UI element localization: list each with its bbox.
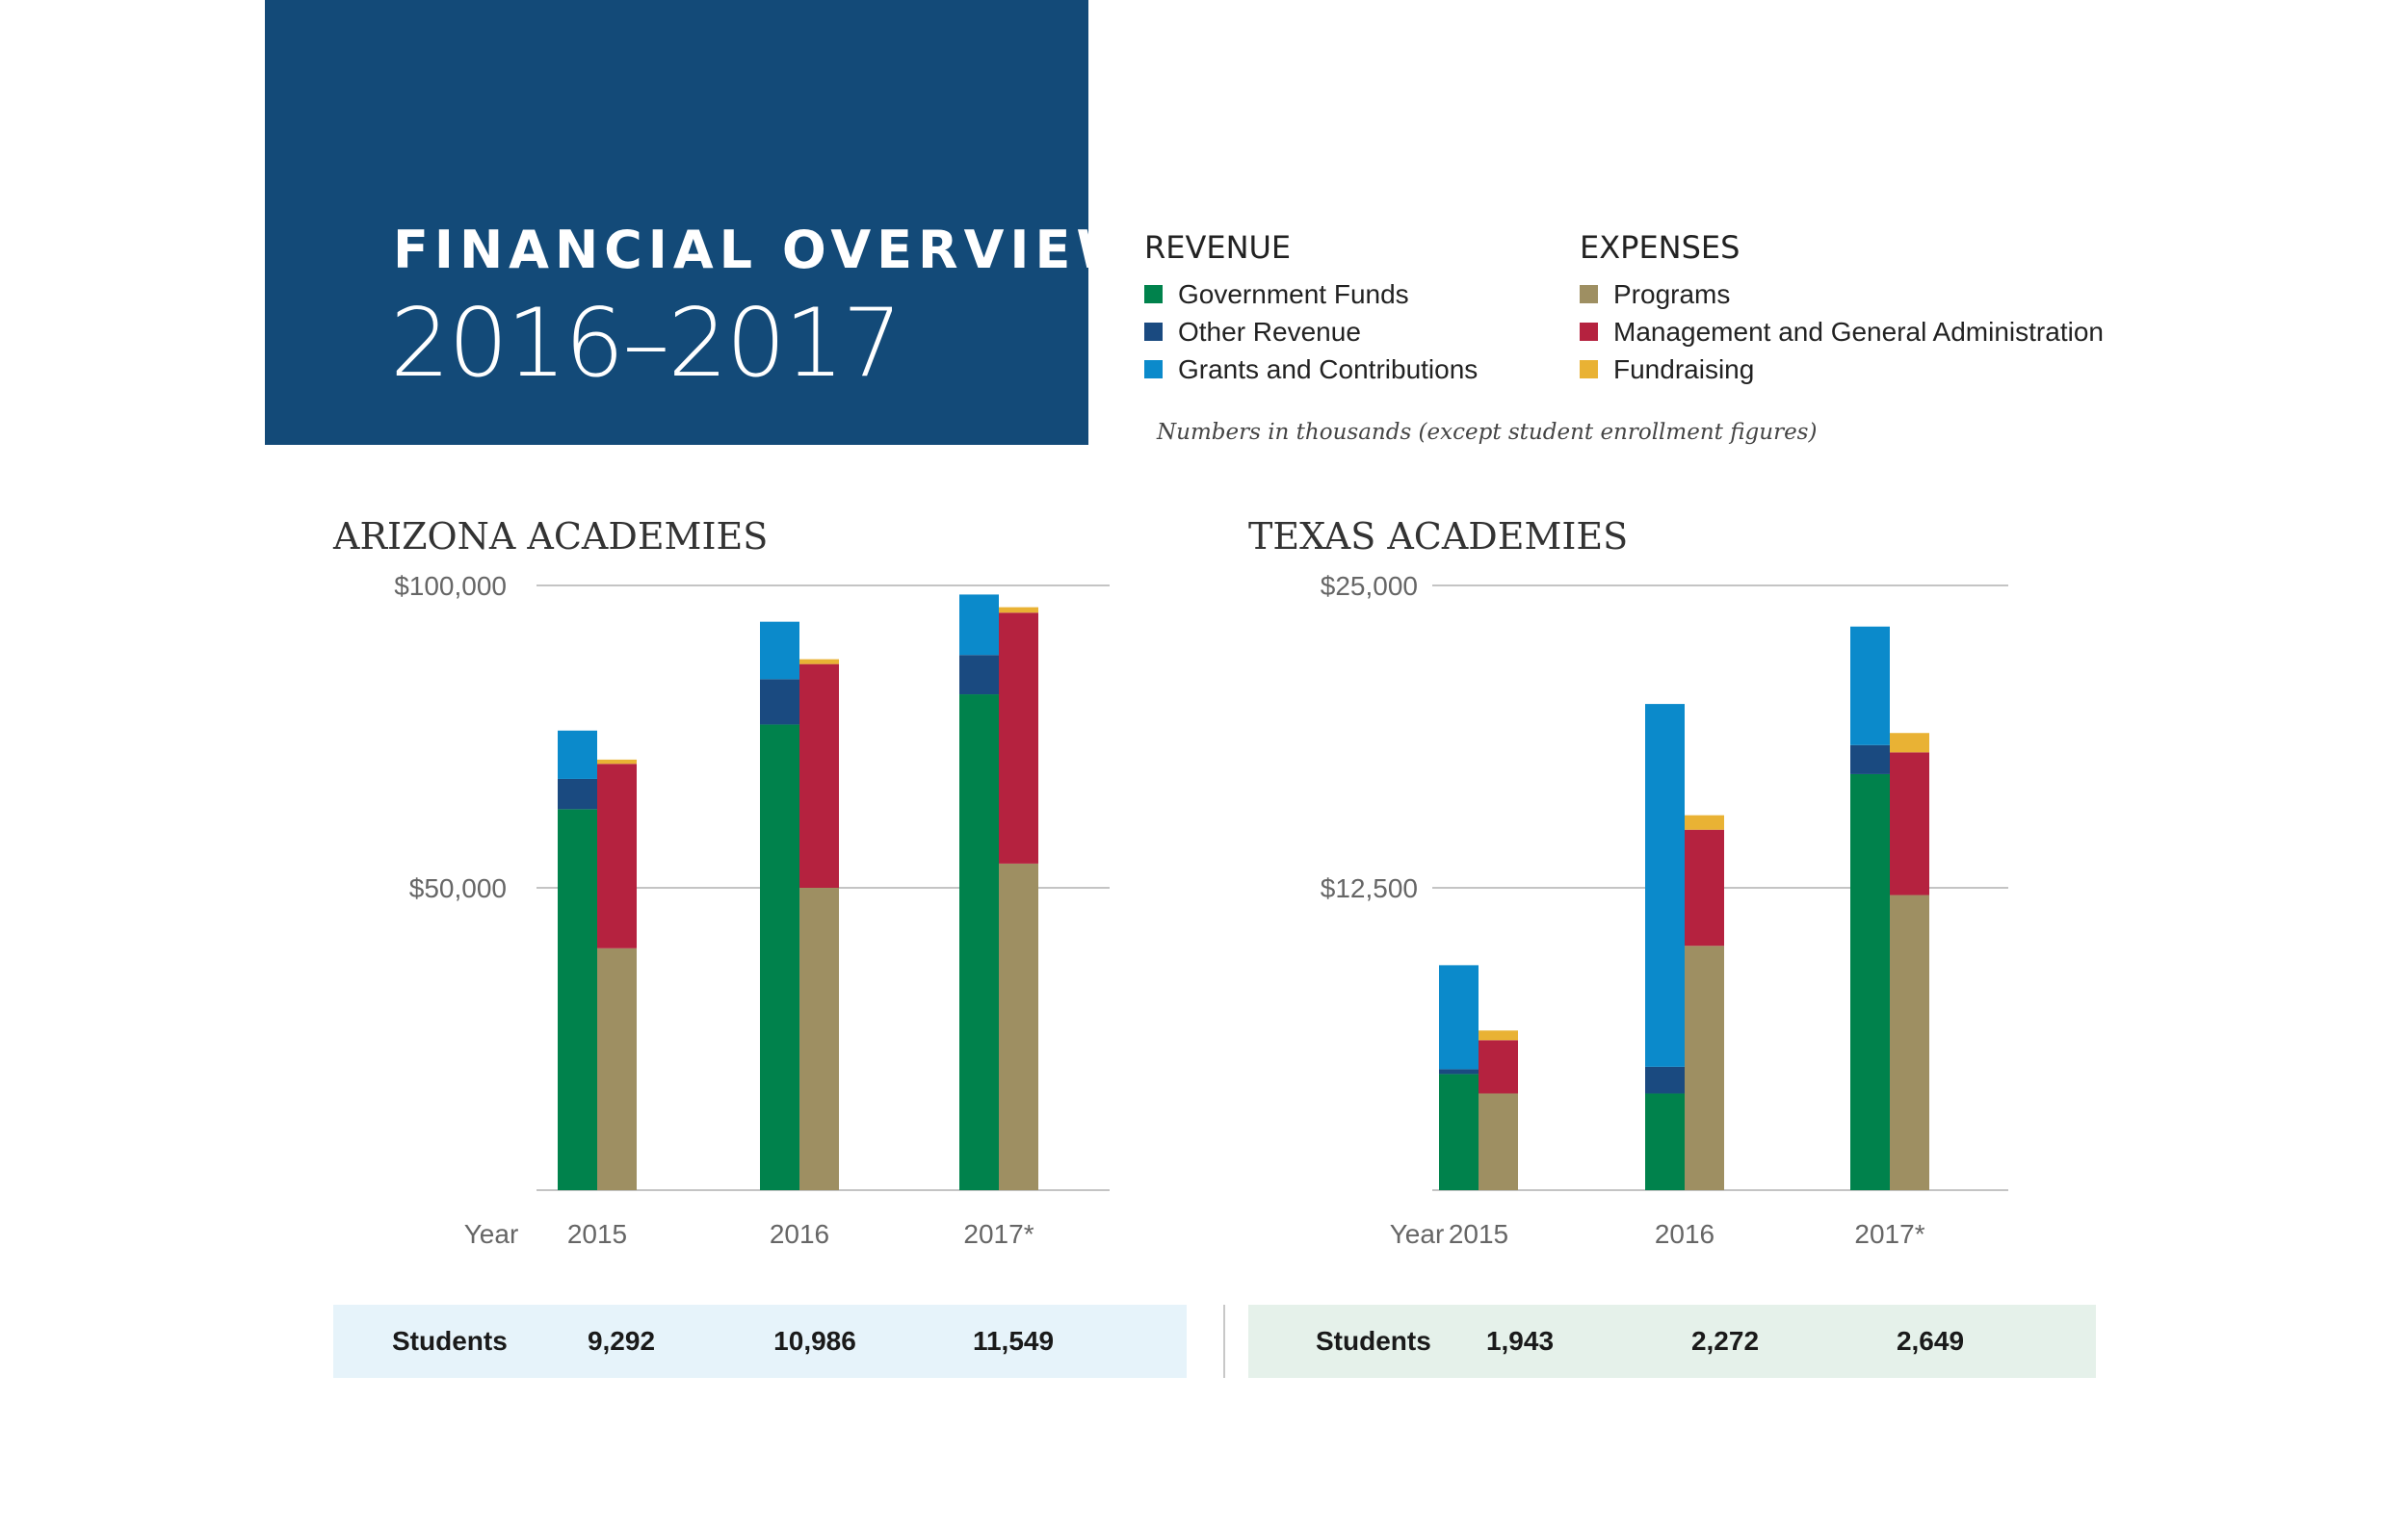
students-2015: 1,943 (1485, 1326, 1555, 1356)
expense-bar-fundraising-2016 (799, 659, 839, 664)
x-axis-label: Year (464, 1219, 519, 1249)
expense-bar-fundraising-2017 (1890, 733, 1929, 753)
revenue-bar-government-funds-2016 (760, 724, 799, 1190)
band-divider (1223, 1305, 1225, 1378)
y-tick-label: $50,000 (409, 873, 507, 903)
y-tick-label: $12,500 (1321, 873, 1418, 903)
legend-label: Government Funds (1178, 278, 1409, 309)
page-title: FINANCIAL OVERVIEW (393, 220, 1139, 280)
y-tick-label: $100,000 (394, 571, 507, 601)
revenue-bar-other-revenue-2017 (1850, 744, 1890, 774)
students-2016: 10,986 (773, 1326, 856, 1356)
students-2017: 2,649 (1896, 1326, 1965, 1356)
x-tick-label: 2015 (1449, 1219, 1508, 1249)
expense-bar-management-and-general-administration-2015 (1479, 1040, 1518, 1094)
arizona-students-band: Students 9,292 10,986 11,549 (333, 1305, 1187, 1378)
revenue-bar-grants-and-contributions-2015 (558, 730, 597, 779)
legend-item-other-revenue: Other Revenue (1144, 313, 1478, 351)
x-tick-label: 2016 (770, 1219, 829, 1249)
revenue-bar-government-funds-2017 (959, 694, 999, 1190)
revenue-bar-other-revenue-2016 (760, 679, 799, 725)
x-tick-label: 2015 (567, 1219, 627, 1249)
students-label: Students (392, 1326, 508, 1356)
page-years: 2016–2017 (390, 289, 903, 399)
revenue-bar-government-funds-2015 (1439, 1074, 1479, 1190)
expense-bar-fundraising-2015 (597, 759, 637, 765)
revenue-bar-government-funds-2016 (1645, 1093, 1685, 1190)
revenue-bar-other-revenue-2015 (558, 778, 597, 810)
x-axis-label: Year (1390, 1219, 1445, 1249)
legend-item-management: Management and General Administration (1580, 313, 2104, 351)
legend-swatch (1144, 323, 1163, 341)
expense-bar-programs-2017 (1890, 895, 1929, 1190)
expense-bar-management-and-general-administration-2017 (999, 612, 1038, 864)
expense-bar-programs-2016 (799, 888, 839, 1190)
legend-label: Management and General Administration (1613, 316, 2104, 347)
expense-bar-programs-2016 (1685, 946, 1724, 1190)
expense-bar-programs-2015 (597, 948, 637, 1190)
y-tick-label: $25,000 (1321, 571, 1418, 601)
expenses-legend-heading: EXPENSES (1580, 229, 1741, 266)
revenue-bar-grants-and-contributions-2015 (1439, 965, 1479, 1070)
revenue-bar-other-revenue-2015 (1439, 1069, 1479, 1075)
students-2017: 11,549 (972, 1326, 1055, 1356)
expense-bar-fundraising-2015 (1479, 1030, 1518, 1041)
x-tick-label: 2016 (1655, 1219, 1714, 1249)
texas-students-band: Students 1,943 2,272 2,649 (1248, 1305, 2096, 1378)
expense-bar-management-and-general-administration-2015 (597, 764, 637, 948)
expense-bar-management-and-general-administration-2016 (1685, 829, 1724, 947)
legend-swatch (1144, 360, 1163, 378)
legend-swatch (1144, 285, 1163, 303)
header-box: FINANCIAL OVERVIEW 2016–2017 (265, 0, 1134, 445)
legend-item-government-funds: Government Funds (1144, 275, 1478, 313)
expense-bar-management-and-general-administration-2017 (1890, 752, 1929, 896)
expense-bar-fundraising-2016 (1685, 815, 1724, 830)
revenue-bar-government-funds-2015 (558, 809, 597, 1190)
x-tick-label: 2017* (963, 1219, 1034, 1249)
legend-label: Fundraising (1613, 353, 1755, 384)
revenue-bar-other-revenue-2017 (959, 655, 999, 695)
revenue-bar-grants-and-contributions-2017 (1850, 626, 1890, 745)
expense-bar-programs-2017 (999, 863, 1038, 1190)
legend-label: Grants and Contributions (1178, 353, 1479, 384)
expenses-legend: EXPENSES Programs Management and General… (1580, 229, 2104, 388)
legend-swatch (1580, 285, 1598, 303)
legend-item-grants: Grants and Contributions (1144, 351, 1478, 388)
students-label: Students (1316, 1326, 1431, 1356)
revenue-bar-other-revenue-2016 (1645, 1066, 1685, 1094)
texas-chart: $25,000 $12,500 2015 2016 2017* Year (1321, 571, 2008, 1249)
expense-bar-fundraising-2017 (999, 607, 1038, 613)
revenue-bar-government-funds-2017 (1850, 773, 1890, 1190)
texas-chart-title: TEXAS ACADEMIES (1248, 515, 1629, 558)
arizona-chart: $100,000 $50,000 2015 2016 2017* Year (394, 571, 1110, 1249)
x-tick-label: 2017* (1854, 1219, 1924, 1249)
revenue-bar-grants-and-contributions-2016 (1645, 704, 1685, 1067)
revenue-bar-grants-and-contributions-2017 (959, 594, 999, 656)
legend-swatch (1580, 360, 1598, 378)
expense-bar-programs-2015 (1479, 1093, 1518, 1190)
legend-swatch (1580, 323, 1598, 341)
revenue-legend-heading: REVENUE (1144, 229, 1292, 266)
arizona-chart-title: ARIZONA ACADEMIES (333, 515, 769, 558)
units-note: Numbers in thousands (except student enr… (1157, 420, 1818, 445)
expense-bar-management-and-general-administration-2016 (799, 663, 839, 888)
revenue-bar-grants-and-contributions-2016 (760, 621, 799, 680)
legend-item-programs: Programs (1580, 275, 2104, 313)
legend-label: Other Revenue (1178, 316, 1361, 347)
revenue-legend: REVENUE Government Funds Other Revenue G… (1144, 229, 1478, 388)
students-2015: 9,292 (587, 1326, 656, 1356)
legend-label: Programs (1613, 278, 1731, 309)
students-2016: 2,272 (1690, 1326, 1760, 1356)
legend-item-fundraising: Fundraising (1580, 351, 2104, 388)
